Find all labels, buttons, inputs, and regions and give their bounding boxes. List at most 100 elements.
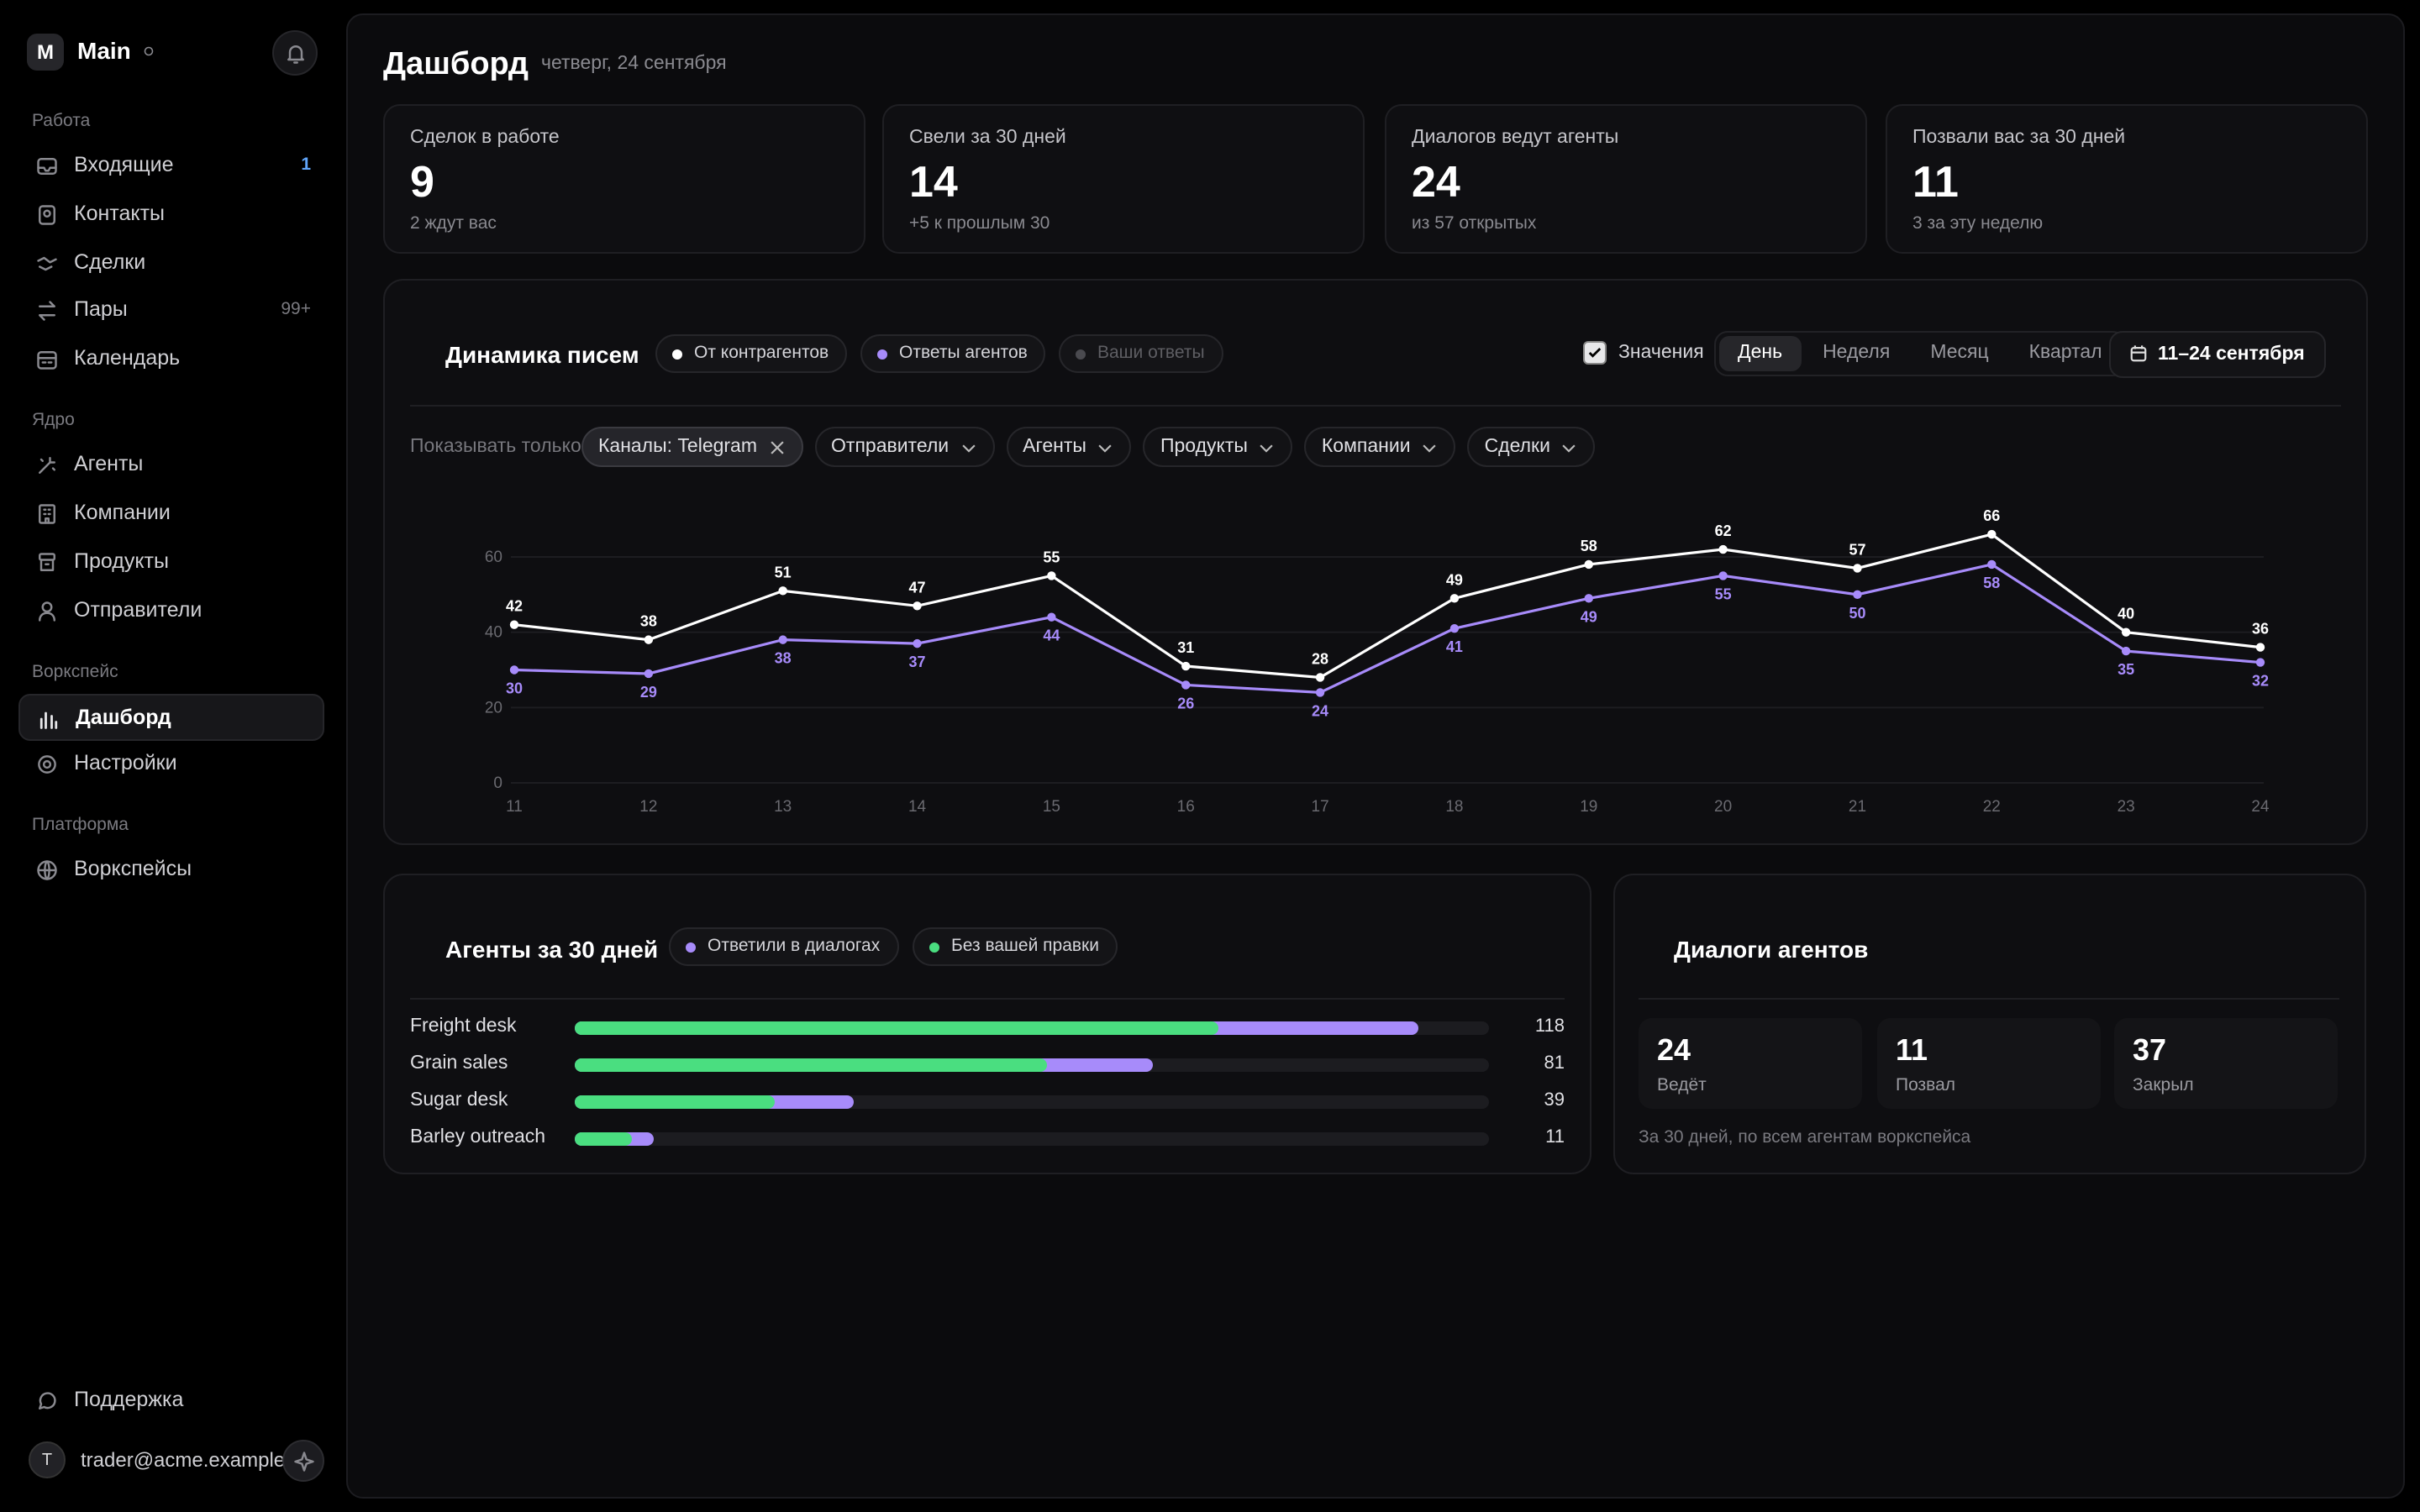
nav-item[interactable]: Воркспейсы bbox=[18, 848, 324, 895]
values-toggle[interactable] bbox=[1583, 341, 1607, 365]
nav-item[interactable]: Продукты bbox=[18, 539, 324, 586]
kpi-value: 11 bbox=[1912, 156, 1959, 207]
filter-chip[interactable]: Компании bbox=[1304, 427, 1456, 467]
page-date: четверг, 24 сентября bbox=[541, 54, 727, 74]
date-range-button[interactable]: 11–24 сентября bbox=[2109, 331, 2327, 378]
nav-label: Входящие bbox=[74, 153, 174, 176]
icon bbox=[287, 45, 304, 64]
legend-label: От контрагентов bbox=[694, 343, 829, 363]
bar bbox=[575, 1021, 1218, 1034]
filter-chip[interactable]: Каналы: Telegram bbox=[581, 427, 803, 467]
dialogs-caption: За 30 дней, по всем агентам воркспейса bbox=[1639, 1127, 1971, 1147]
filter-label: Показывать только bbox=[410, 437, 581, 457]
icon bbox=[37, 351, 57, 370]
nav-label: Компании bbox=[74, 501, 171, 524]
nav-label: Календарь bbox=[74, 346, 181, 370]
period-button[interactable]: День bbox=[1719, 336, 1802, 371]
filter-chip[interactable]: Отправители bbox=[814, 427, 995, 467]
nav-label: Дашборд bbox=[76, 705, 171, 729]
filter-chip-label: Каналы: Telegram bbox=[598, 437, 758, 457]
nav-item[interactable]: Календарь bbox=[18, 336, 324, 383]
bar-track bbox=[575, 1131, 1489, 1145]
section-title: Работа bbox=[32, 111, 91, 131]
nav-item[interactable]: Входящие 1 bbox=[18, 143, 324, 190]
icon bbox=[39, 504, 55, 524]
filter-chip-label: Компании bbox=[1321, 437, 1411, 457]
date-range-label: 11–24 сентября bbox=[2158, 344, 2305, 365]
nav-item[interactable]: Агенты bbox=[18, 442, 324, 489]
icon bbox=[38, 755, 56, 774]
assistant-button[interactable] bbox=[282, 1440, 324, 1482]
nav-label: Агенты bbox=[74, 452, 144, 476]
support-link[interactable]: Поддержка bbox=[18, 1378, 324, 1425]
kpi-note: 2 ждут вас bbox=[410, 213, 497, 234]
stat-box: 11 Позвал bbox=[1877, 1018, 2101, 1109]
legend-pill[interactable]: Ответы агентов bbox=[860, 334, 1046, 373]
kpi-value: 24 bbox=[1412, 156, 1460, 207]
kpi-note: 3 за эту неделю bbox=[1912, 213, 2044, 234]
nav-item[interactable]: Компании bbox=[18, 491, 324, 538]
legend-label: Ответили в диалогах bbox=[708, 936, 881, 956]
nav-label: Пары bbox=[74, 297, 128, 322]
bar-label: Freight desk bbox=[410, 1016, 517, 1036]
bar bbox=[575, 1095, 775, 1108]
user-avatar: T bbox=[29, 1441, 66, 1478]
kpi-note: +5 к прошлым 30 bbox=[909, 213, 1050, 234]
kpi-label: Свели за 30 дней bbox=[909, 128, 1066, 148]
nav-item[interactable]: Настройки bbox=[18, 742, 324, 789]
bar bbox=[575, 1131, 632, 1145]
kpi-value: 9 bbox=[410, 156, 434, 207]
nav-item[interactable]: Пары 99+ bbox=[18, 288, 324, 335]
nav-item[interactable]: Контакты bbox=[18, 192, 324, 239]
legend-pill[interactable]: От контрагентов bbox=[655, 334, 848, 373]
nav-item[interactable]: Дашборд bbox=[18, 693, 324, 741]
legend-pill[interactable]: Ответили в диалогах bbox=[669, 927, 899, 966]
legend-pill[interactable]: Без вашей правки bbox=[913, 927, 1118, 966]
nav-label: Воркспейсы bbox=[74, 857, 192, 881]
nav-item[interactable]: Отправители bbox=[18, 587, 324, 634]
legend-label: Ответы агентов bbox=[899, 343, 1028, 363]
kpi-note: из 57 открытых bbox=[1412, 213, 1537, 234]
legend-label: Без вашей правки bbox=[951, 936, 1099, 956]
stat-value: 11 bbox=[1896, 1033, 1928, 1067]
bar-value: 39 bbox=[1544, 1089, 1565, 1110]
section-title: Платформа bbox=[32, 815, 129, 836]
nav-label: Сделки bbox=[74, 249, 146, 274]
stat-box: 24 Ведёт bbox=[1639, 1018, 1862, 1109]
bar bbox=[575, 1058, 1046, 1071]
kpi-label: Сделок в работе bbox=[410, 128, 560, 148]
divider bbox=[1639, 998, 2339, 1000]
stat-value: 24 bbox=[1657, 1033, 1691, 1067]
filter-chip[interactable]: Агенты bbox=[1006, 427, 1132, 467]
user-email[interactable]: trader@acme.example bbox=[81, 1448, 286, 1472]
bar-value: 118 bbox=[1534, 1016, 1565, 1036]
kpi-card: Сделок в работе 9 2 ждут вас bbox=[383, 104, 865, 254]
nav-label: Настройки bbox=[74, 751, 177, 775]
icon bbox=[39, 601, 55, 621]
nav-item[interactable]: Сделки bbox=[18, 239, 324, 286]
period-button[interactable]: Месяц bbox=[1930, 343, 1989, 363]
icon bbox=[37, 255, 57, 270]
filter-chip[interactable]: Продукты bbox=[1143, 427, 1293, 467]
icon bbox=[37, 861, 57, 881]
legend-pill[interactable]: Ваши ответы bbox=[1059, 334, 1223, 373]
section-title: Ядро bbox=[32, 410, 75, 431]
kpi-label: Позвали вас за 30 дней bbox=[1912, 128, 2126, 148]
workspace-name[interactable]: Main bbox=[77, 37, 131, 64]
icon bbox=[37, 158, 57, 175]
bar-label: Barley outreach bbox=[410, 1126, 546, 1147]
card-title: Диалоги агентов bbox=[1674, 936, 1869, 963]
period-button[interactable]: Квартал bbox=[2028, 343, 2102, 363]
notifications-button[interactable] bbox=[272, 30, 318, 76]
legend-dot bbox=[672, 349, 682, 360]
chart-title: Динамика писем bbox=[445, 341, 639, 368]
stat-label: Позвал bbox=[1896, 1075, 1956, 1095]
icon bbox=[2130, 345, 2147, 362]
bar-value: 11 bbox=[1545, 1126, 1565, 1147]
icon bbox=[39, 204, 55, 225]
period-button[interactable]: Неделя bbox=[1823, 343, 1891, 363]
icon bbox=[39, 1392, 56, 1410]
icon bbox=[294, 1452, 314, 1472]
filter-chip[interactable]: Сделки bbox=[1467, 427, 1596, 467]
nav-label: Продукты bbox=[74, 549, 169, 573]
